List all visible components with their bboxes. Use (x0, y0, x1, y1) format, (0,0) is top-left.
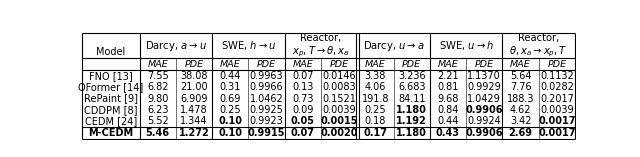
Text: PDE: PDE (330, 60, 349, 69)
Text: 0.9915: 0.9915 (248, 128, 285, 138)
Text: PDE: PDE (184, 60, 204, 69)
Text: Reactor,
$x_p, T \to \theta, x_a$: Reactor, $x_p, T \to \theta, x_a$ (292, 33, 349, 59)
Text: 0.05: 0.05 (291, 116, 315, 126)
Text: 0.17: 0.17 (364, 128, 387, 138)
Text: 0.07: 0.07 (291, 128, 315, 138)
Text: 3.236: 3.236 (398, 71, 426, 81)
Text: 0.44: 0.44 (437, 116, 459, 126)
Text: 0.44: 0.44 (220, 71, 241, 81)
Text: 191.8: 191.8 (362, 94, 389, 103)
Text: 6.683: 6.683 (398, 82, 426, 92)
Text: Darcy, $a \to u$: Darcy, $a \to u$ (145, 39, 207, 53)
Text: 0.07: 0.07 (292, 71, 314, 81)
Text: 4.06: 4.06 (365, 82, 386, 92)
Text: Model: Model (97, 47, 125, 57)
Text: 6.909: 6.909 (180, 94, 208, 103)
Text: 21.00: 21.00 (180, 82, 208, 92)
Text: 2.21: 2.21 (437, 71, 459, 81)
Text: 0.9906: 0.9906 (465, 105, 503, 115)
Text: Darcy, $u \to a$: Darcy, $u \to a$ (363, 39, 424, 53)
Text: FNO [13]: FNO [13] (89, 71, 133, 81)
Text: 0.43: 0.43 (436, 128, 460, 138)
Text: 7.55: 7.55 (147, 71, 168, 81)
Text: 5.52: 5.52 (147, 116, 168, 126)
Text: SWE, $h \to u$: SWE, $h \to u$ (221, 39, 276, 52)
Text: 38.08: 38.08 (180, 71, 208, 81)
Text: 0.9966: 0.9966 (250, 82, 284, 92)
Text: 0.2017: 0.2017 (540, 94, 574, 103)
Text: 6.82: 6.82 (147, 82, 168, 92)
Text: M-CEDM: M-CEDM (88, 128, 134, 138)
Text: 0.9925: 0.9925 (250, 105, 284, 115)
Text: 0.31: 0.31 (220, 82, 241, 92)
Text: 0.13: 0.13 (292, 82, 314, 92)
Text: 0.10: 0.10 (218, 116, 243, 126)
Text: Reactor,
$\theta, x_a \to x_p, T$: Reactor, $\theta, x_a \to x_p, T$ (509, 33, 568, 59)
Text: 0.9929: 0.9929 (467, 82, 501, 92)
Text: PDE: PDE (257, 60, 276, 69)
Text: PDE: PDE (402, 60, 421, 69)
Text: MAE: MAE (510, 60, 531, 69)
Text: MAE: MAE (365, 60, 386, 69)
Text: 2.69: 2.69 (509, 128, 532, 138)
Text: 0.0039: 0.0039 (540, 105, 573, 115)
Text: 0.18: 0.18 (365, 116, 386, 126)
Text: 9.80: 9.80 (147, 94, 168, 103)
Text: MAE: MAE (292, 60, 313, 69)
Text: 1.180: 1.180 (396, 105, 427, 115)
Text: 0.9906: 0.9906 (465, 128, 503, 138)
Text: 0.0015: 0.0015 (321, 116, 358, 126)
Text: 4.62: 4.62 (510, 105, 531, 115)
Text: 0.0146: 0.0146 (323, 71, 356, 81)
Text: 0.0017: 0.0017 (538, 116, 575, 126)
Text: 9.68: 9.68 (437, 94, 459, 103)
Text: 6.23: 6.23 (147, 105, 168, 115)
Text: 1.272: 1.272 (179, 128, 209, 138)
Text: 0.0020: 0.0020 (321, 128, 358, 138)
Text: 188.3: 188.3 (507, 94, 534, 103)
Text: 0.9963: 0.9963 (250, 71, 284, 81)
Text: 5.64: 5.64 (510, 71, 531, 81)
Text: 1.192: 1.192 (396, 116, 427, 126)
Text: MAE: MAE (220, 60, 241, 69)
Text: 1.1370: 1.1370 (467, 71, 501, 81)
Text: 0.1132: 0.1132 (540, 71, 573, 81)
Text: 3.38: 3.38 (365, 71, 386, 81)
Text: 1.478: 1.478 (180, 105, 208, 115)
Text: MAE: MAE (147, 60, 168, 69)
Text: OFormer [14]: OFormer [14] (78, 82, 143, 92)
Text: 0.25: 0.25 (365, 105, 386, 115)
Text: RePaint [9]: RePaint [9] (84, 94, 138, 103)
Text: 0.10: 0.10 (218, 128, 243, 138)
Text: 0.84: 0.84 (437, 105, 459, 115)
Text: 0.73: 0.73 (292, 94, 314, 103)
Text: CDDPM [8]: CDDPM [8] (84, 105, 138, 115)
Text: 0.1521: 0.1521 (322, 94, 356, 103)
Text: 0.9924: 0.9924 (467, 116, 501, 126)
Text: MAE: MAE (438, 60, 458, 69)
Text: SWE, $u \to h$: SWE, $u \to h$ (438, 39, 493, 52)
Text: 0.69: 0.69 (220, 94, 241, 103)
Text: 84.11: 84.11 (398, 94, 426, 103)
Text: PDE: PDE (475, 60, 494, 69)
Text: 1.0429: 1.0429 (467, 94, 501, 103)
Text: 0.0017: 0.0017 (538, 128, 575, 138)
Text: 7.76: 7.76 (509, 82, 531, 92)
Text: PDE: PDE (547, 60, 566, 69)
Text: 0.0039: 0.0039 (323, 105, 356, 115)
Text: 0.09: 0.09 (292, 105, 314, 115)
Text: 3.42: 3.42 (510, 116, 531, 126)
Text: 0.9923: 0.9923 (250, 116, 284, 126)
Text: 5.46: 5.46 (146, 128, 170, 138)
Text: 1.180: 1.180 (396, 128, 427, 138)
Text: 0.0083: 0.0083 (323, 82, 356, 92)
Text: 0.0282: 0.0282 (540, 82, 574, 92)
Text: 1.0462: 1.0462 (250, 94, 284, 103)
Text: 0.25: 0.25 (220, 105, 241, 115)
Text: 1.344: 1.344 (180, 116, 208, 126)
Text: CEDM [24]: CEDM [24] (85, 116, 137, 126)
Text: 0.81: 0.81 (437, 82, 459, 92)
